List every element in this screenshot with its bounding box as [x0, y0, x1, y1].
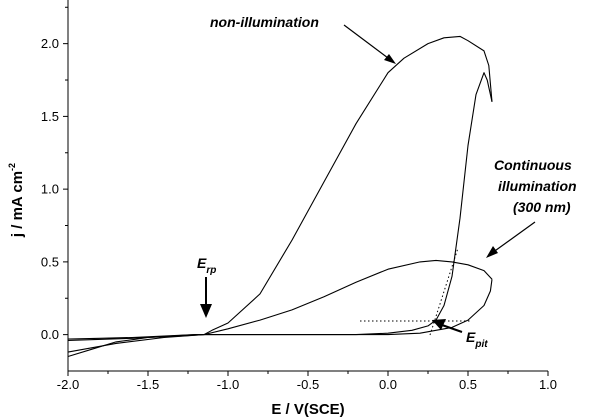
x-tick-label: -1.0	[217, 377, 239, 392]
illumination-label-line3: (300 nm)	[513, 199, 571, 215]
series-0-reverse-line	[67, 35, 493, 358]
illumination-label-line2: illumination	[498, 178, 577, 194]
y-tick-label: 1.0	[41, 182, 59, 197]
y-tick-label: 0.0	[41, 327, 59, 342]
epit-arrow-line	[441, 324, 463, 333]
x-tick-label: -0.5	[297, 377, 319, 392]
x-tick-label: 1.0	[539, 377, 557, 392]
series-1-forward-line	[67, 279, 493, 341]
illumination-arrowhead	[486, 246, 498, 258]
y-axis-title: j / mA cm-2	[7, 163, 26, 238]
x-tick-label: -1.5	[137, 377, 159, 392]
illumination-arrow-line	[491, 221, 536, 254]
x-tick-label: 0.0	[379, 377, 397, 392]
epit-label: Epit	[466, 329, 488, 350]
series-curves	[67, 35, 493, 358]
erp-arrowhead	[200, 304, 212, 318]
erp-label: Erp	[197, 255, 216, 276]
x-axis-title: E / V(SCE)	[271, 401, 344, 418]
series-1-reverse-line	[67, 259, 493, 353]
y-tick-label: 2.0	[41, 36, 59, 51]
epit-tangent-steep	[429, 247, 459, 336]
non-illumination-arrowhead	[384, 54, 396, 64]
axis-ticks: -2.0 -1.5 -1.0 -0.5 0.0 0.5 1.0 0.0 0.5 1.0 1.5 2.0	[41, 6, 557, 392]
x-tick-label: 0.5	[459, 377, 477, 392]
non-illumination-label: non-illumination	[210, 14, 319, 30]
epit-arrowhead	[432, 319, 446, 330]
x-tick-label: -2.0	[57, 377, 79, 392]
illumination-label-line1: Continuous	[494, 157, 572, 173]
y-tick-label: 1.5	[41, 109, 59, 124]
y-tick-label: 0.5	[41, 254, 59, 269]
non-illumination-arrow-line	[343, 24, 393, 62]
series-0-forward-line	[67, 72, 493, 340]
